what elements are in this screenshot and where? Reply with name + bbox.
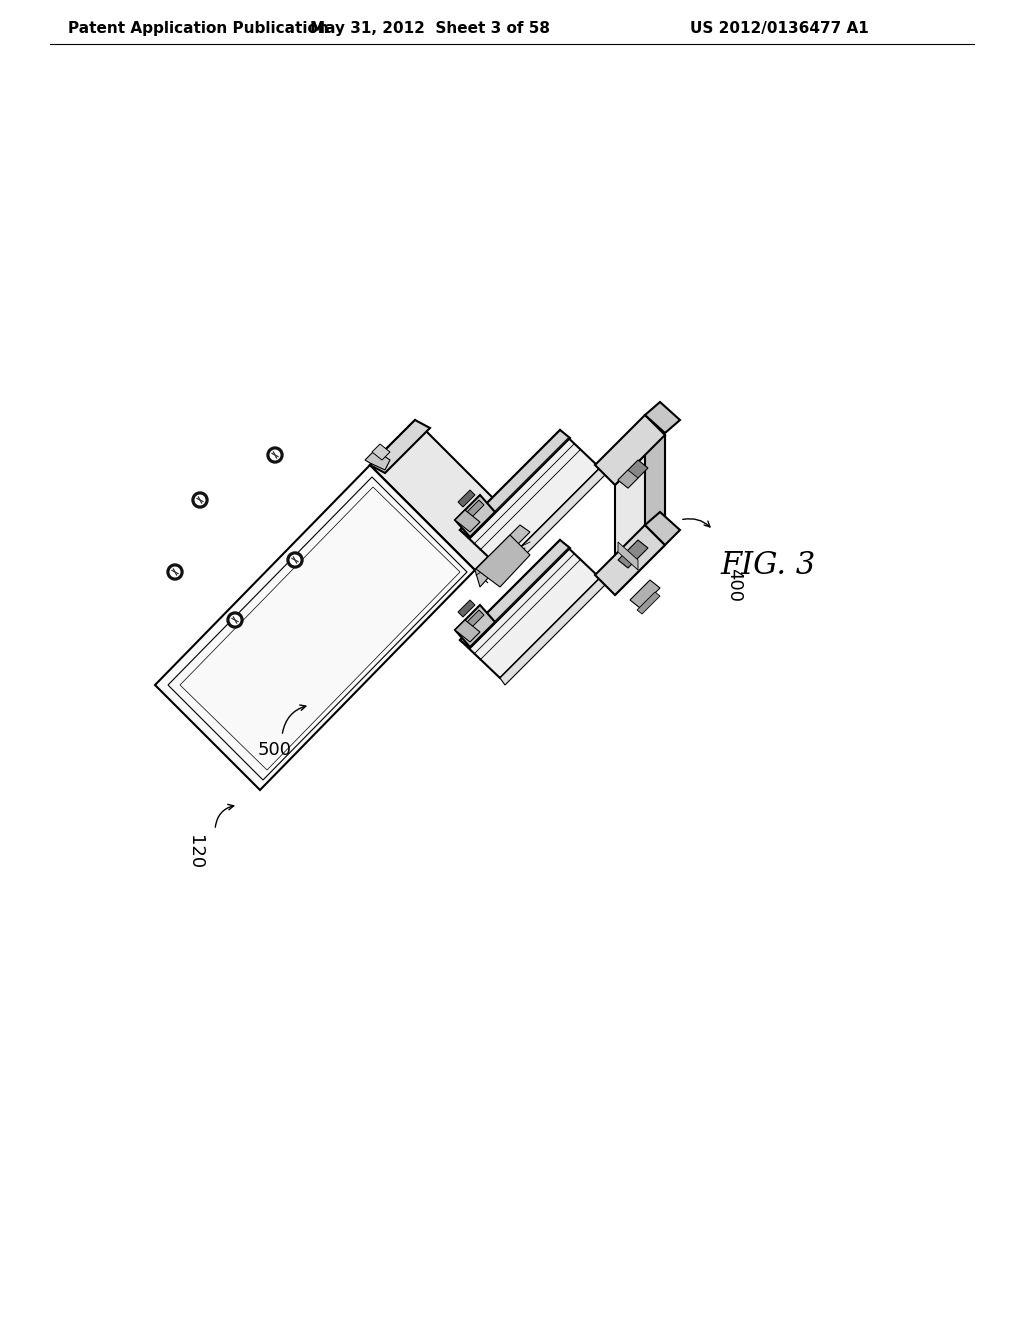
Polygon shape [475, 525, 530, 587]
Polygon shape [645, 403, 680, 433]
Circle shape [167, 564, 183, 579]
Polygon shape [618, 543, 638, 570]
Circle shape [196, 495, 205, 504]
Polygon shape [467, 610, 484, 627]
Polygon shape [365, 450, 390, 470]
Polygon shape [645, 414, 665, 545]
Polygon shape [618, 540, 648, 568]
Polygon shape [615, 436, 665, 595]
Polygon shape [630, 579, 660, 609]
Text: 500: 500 [258, 741, 292, 759]
Polygon shape [618, 459, 648, 488]
Polygon shape [458, 601, 475, 616]
Polygon shape [645, 512, 680, 545]
Polygon shape [460, 430, 600, 568]
Polygon shape [460, 430, 570, 539]
Polygon shape [618, 470, 638, 488]
Circle shape [193, 492, 208, 508]
Text: 400: 400 [725, 568, 743, 602]
Circle shape [267, 447, 283, 463]
Polygon shape [370, 420, 430, 473]
Polygon shape [455, 605, 495, 647]
Polygon shape [455, 510, 480, 532]
Text: FIG. 3: FIG. 3 [720, 549, 815, 581]
Polygon shape [476, 535, 530, 587]
Circle shape [287, 552, 303, 568]
Polygon shape [460, 540, 600, 678]
Polygon shape [467, 500, 484, 517]
Text: May 31, 2012  Sheet 3 of 58: May 31, 2012 Sheet 3 of 58 [310, 21, 550, 36]
Circle shape [290, 556, 300, 565]
Circle shape [230, 615, 240, 624]
Polygon shape [155, 465, 475, 789]
Polygon shape [595, 414, 665, 484]
Circle shape [270, 450, 280, 459]
Polygon shape [637, 591, 660, 614]
Polygon shape [500, 578, 605, 685]
Polygon shape [455, 620, 480, 642]
Polygon shape [500, 469, 605, 576]
Polygon shape [595, 525, 665, 595]
Text: 120: 120 [186, 836, 204, 869]
Polygon shape [460, 540, 570, 648]
Text: Patent Application Publication: Patent Application Publication [68, 21, 329, 36]
Polygon shape [370, 420, 520, 570]
Polygon shape [458, 490, 475, 507]
Text: US 2012/0136477 A1: US 2012/0136477 A1 [690, 21, 868, 36]
Circle shape [227, 612, 243, 628]
Circle shape [170, 568, 180, 577]
Polygon shape [455, 495, 495, 537]
Polygon shape [372, 444, 390, 459]
